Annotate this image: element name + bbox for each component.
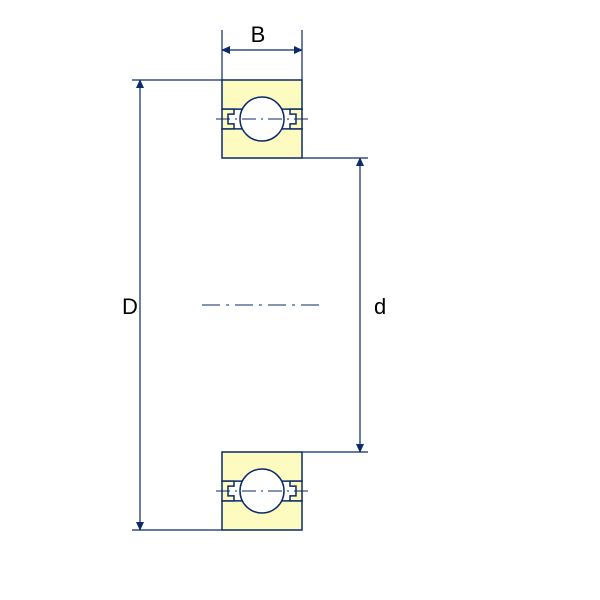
- bearing-cross-section-diagram: [0, 0, 600, 600]
